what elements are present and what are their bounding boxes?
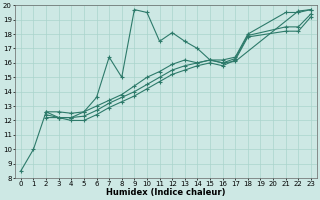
X-axis label: Humidex (Indice chaleur): Humidex (Indice chaleur) bbox=[106, 188, 226, 197]
